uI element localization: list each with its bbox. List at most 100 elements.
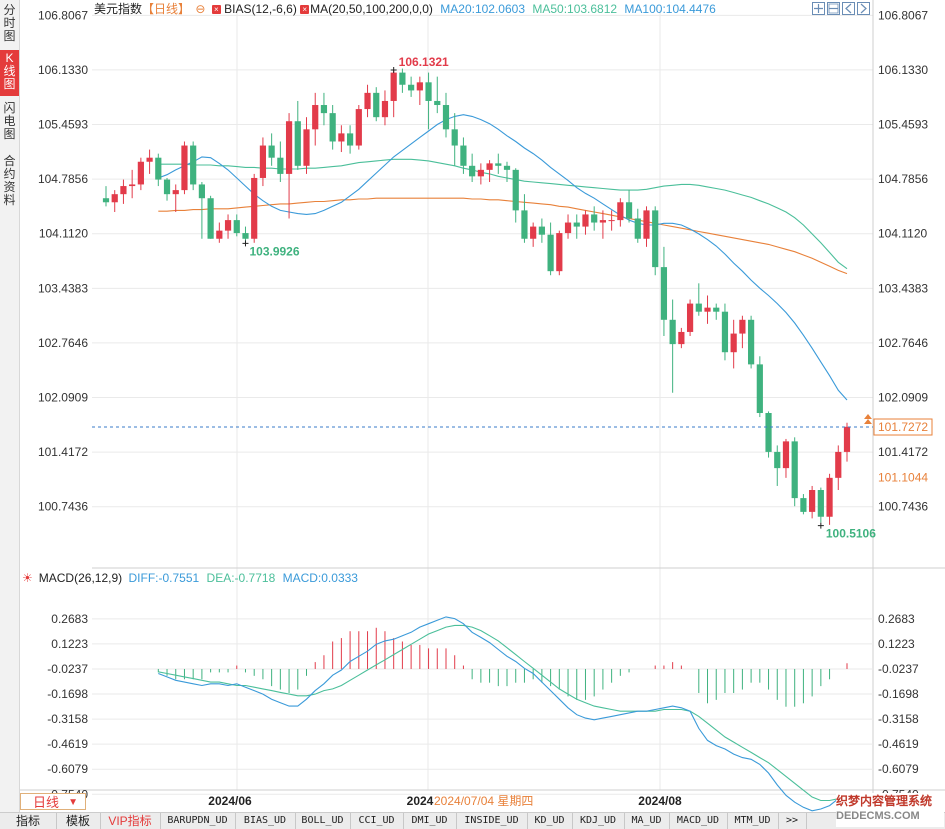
bottom-tab-10[interactable]: KDJ_UD	[572, 813, 625, 829]
settings-circle-icon[interactable]: ⊖	[195, 2, 206, 16]
bottom-tab-7[interactable]: DMI_UD	[403, 813, 457, 829]
candle-body[interactable]	[809, 490, 816, 512]
candle-body[interactable]	[198, 184, 205, 199]
sidebar-tab-2[interactable]: 闪电图	[3, 101, 16, 141]
candle-body[interactable]	[652, 210, 659, 268]
candle-body[interactable]	[172, 190, 179, 195]
candle-body[interactable]	[704, 307, 711, 312]
candle-body[interactable]	[547, 234, 554, 272]
candle-body[interactable]	[416, 82, 423, 91]
candle-body[interactable]	[277, 157, 284, 174]
candle-body[interactable]	[390, 72, 397, 101]
candle-body[interactable]	[312, 105, 319, 130]
candle-body[interactable]	[748, 319, 755, 365]
candle-body[interactable]	[739, 319, 746, 334]
candle-body[interactable]	[782, 441, 790, 469]
candle-body[interactable]	[320, 105, 328, 114]
candle-body[interactable]	[129, 184, 136, 187]
candle-body[interactable]	[495, 163, 502, 166]
candle-body[interactable]	[512, 169, 519, 211]
candle-body[interactable]	[756, 364, 763, 414]
bottom-tab-4[interactable]: BIAS_UD	[235, 813, 296, 829]
candle-body[interactable]	[617, 202, 624, 221]
candle-body[interactable]	[425, 82, 432, 101]
bottom-tab-1[interactable]: 模板	[56, 813, 101, 829]
bottom-tab-5[interactable]: BOLL_UD	[295, 813, 351, 829]
candle-body[interactable]	[155, 157, 162, 180]
candle-body[interactable]	[573, 222, 580, 227]
candle-body[interactable]	[434, 100, 441, 106]
candle-body[interactable]	[338, 133, 345, 142]
macd-settings-icon[interactable]: ☀	[22, 571, 33, 585]
candle-body[interactable]	[800, 498, 807, 512]
candle-body[interactable]	[721, 311, 729, 353]
candle-body[interactable]	[137, 161, 144, 185]
bottom-tab-8[interactable]: INSIDE_UD	[456, 813, 528, 829]
bottom-tab-2[interactable]: VIP指标	[100, 813, 161, 829]
candle-body[interactable]	[713, 307, 720, 312]
candle-body[interactable]	[521, 210, 528, 239]
candle-body[interactable]	[451, 129, 458, 146]
candle-body[interactable]	[826, 477, 833, 517]
candle-body[interactable]	[207, 198, 214, 239]
bottom-tab-12[interactable]: MACD_UD	[669, 813, 728, 829]
candle-body[interactable]	[224, 220, 232, 231]
candle-body[interactable]	[285, 121, 293, 174]
candle-body[interactable]	[111, 194, 118, 203]
candle-body[interactable]	[765, 413, 772, 452]
candle-body[interactable]	[678, 331, 685, 345]
sidebar-tab-0[interactable]: 分时图	[3, 3, 16, 43]
bottom-tab-3[interactable]: BARUPDN_UD	[160, 813, 236, 829]
candle-body[interactable]	[835, 451, 842, 478]
candle-body[interactable]	[399, 72, 406, 85]
move-right-icon[interactable]	[857, 2, 870, 15]
candle-body[interactable]	[660, 267, 668, 320]
bottom-tab-6[interactable]: CCI_UD	[350, 813, 404, 829]
bottom-tab-9[interactable]: KD_UD	[527, 813, 573, 829]
sidebar-tab-3[interactable]: 合约资料	[3, 154, 16, 207]
candle-body[interactable]	[843, 426, 851, 452]
candle-body[interactable]	[163, 179, 171, 195]
candle-body[interactable]	[303, 129, 310, 166]
candle-body[interactable]	[460, 145, 467, 166]
candle-body[interactable]	[486, 163, 493, 170]
candle-body[interactable]	[346, 133, 354, 146]
zoom-out-icon[interactable]	[827, 2, 840, 15]
candle-body[interactable]	[591, 214, 598, 223]
candle-body[interactable]	[695, 303, 702, 312]
candle-body[interactable]	[791, 441, 798, 499]
candle-body[interactable]	[268, 145, 275, 158]
candle-body[interactable]	[233, 220, 240, 234]
candle-body[interactable]	[364, 92, 371, 110]
candle-body[interactable]	[730, 333, 737, 353]
candle-body[interactable]	[408, 84, 415, 91]
candle-body[interactable]	[216, 230, 223, 239]
candle-body[interactable]	[477, 169, 484, 177]
candle-body[interactable]	[120, 186, 127, 195]
candle-body[interactable]	[251, 177, 258, 239]
period-select[interactable]: 日线 ▼	[20, 793, 86, 810]
candle-body[interactable]	[146, 157, 153, 162]
zoom-in-icon[interactable]	[812, 2, 825, 15]
sidebar-tab-1[interactable]: K线图	[0, 50, 19, 96]
candle-body[interactable]	[294, 121, 301, 166]
candle-body[interactable]	[381, 100, 389, 118]
candle-body[interactable]	[564, 222, 572, 234]
indicator-remove-icon[interactable]: ×	[211, 5, 221, 15]
move-left-icon[interactable]	[842, 2, 855, 15]
candle-body[interactable]	[686, 303, 694, 332]
candle-body[interactable]	[608, 220, 615, 222]
candle-body[interactable]	[625, 202, 633, 219]
candle-body[interactable]	[530, 226, 537, 239]
candle-body[interactable]	[102, 198, 110, 203]
candle-body[interactable]	[355, 109, 362, 146]
candle-body[interactable]	[469, 165, 476, 177]
candle-body[interactable]	[538, 226, 545, 235]
candle-body[interactable]	[669, 319, 676, 345]
candle-body[interactable]	[181, 145, 188, 191]
kline-chart[interactable]: 106.8067 106.8067 106.1330 106.1330 105.4593…	[20, 0, 945, 812]
candle-body[interactable]	[817, 490, 824, 517]
bottom-tab-11[interactable]: MA_UD	[624, 813, 670, 829]
candle-body[interactable]	[634, 218, 641, 239]
bottom-tab-14[interactable]: >>	[778, 813, 807, 829]
